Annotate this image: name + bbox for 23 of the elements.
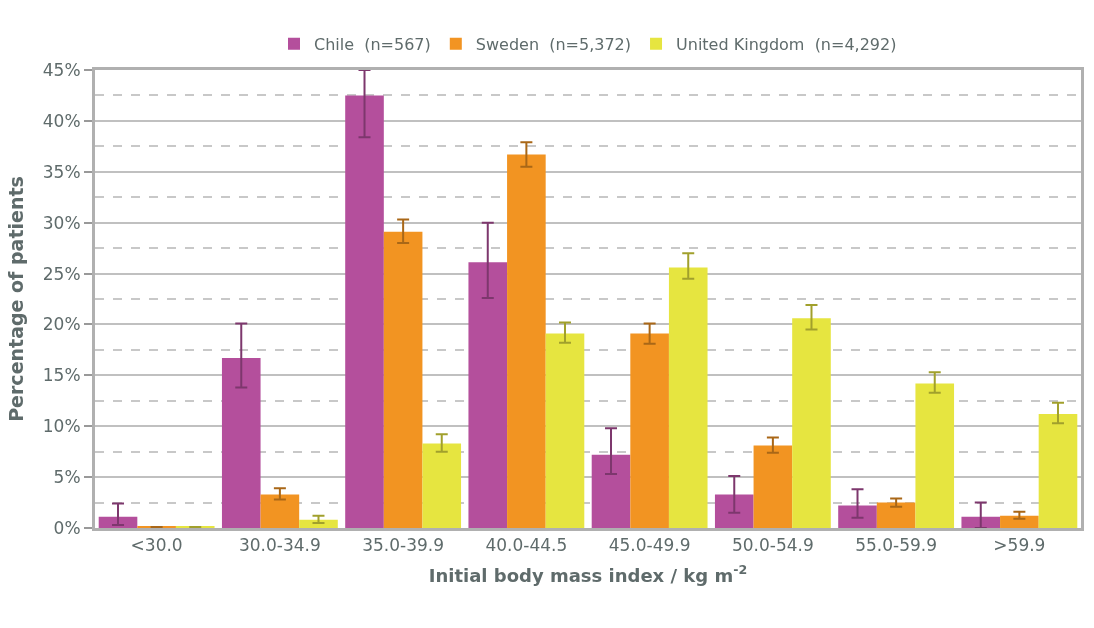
x-tick-label: >59.9 (993, 535, 1046, 556)
x-tick-label: 55.0-59.9 (855, 535, 938, 556)
y-tick-label: 10% (42, 416, 81, 437)
x-axis-title: Initial body mass index / kg m$^{-2}$ (428, 561, 748, 586)
y-tick-label: 0% (53, 517, 81, 538)
y-tick-label: 40% (42, 110, 81, 131)
legend-label: United Kingdom (n=4,292) (676, 34, 897, 54)
legend-label: Sweden (n=5,372) (475, 34, 632, 54)
legend-label: Chile (n=567) (314, 34, 431, 54)
y-axis-title: Percentage of patients (4, 176, 27, 422)
x-tick-label: 50.0-54.9 (731, 535, 814, 556)
x-tick-label: 40.0-44.5 (485, 535, 568, 556)
y-tick-label: 30% (42, 212, 81, 233)
y-tick-label: 35% (42, 161, 81, 182)
y-tick-label: 5% (53, 467, 81, 488)
x-tick-label: 30.0-34.9 (238, 535, 321, 556)
x-tick-label: 35.0-39.9 (362, 535, 445, 556)
y-tick-label: 25% (42, 263, 81, 284)
x-tick-label: 45.0-49.9 (608, 535, 691, 556)
y-tick-label: 45% (42, 59, 81, 80)
y-tick-label: 15% (42, 365, 81, 386)
y-tick-label: 20% (42, 314, 81, 335)
x-tick-label: <30.0 (130, 535, 183, 556)
